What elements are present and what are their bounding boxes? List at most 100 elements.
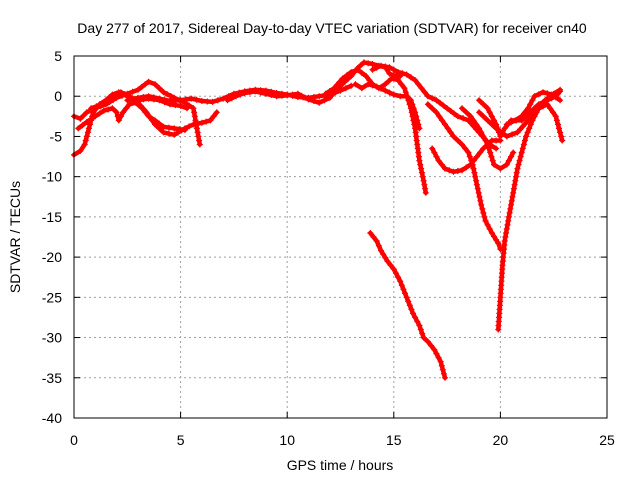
data-point-marker: [433, 97, 440, 104]
data-point-marker: [160, 89, 167, 96]
data-point-marker: [417, 161, 424, 168]
data-point-marker: [497, 133, 504, 140]
data-point-marker: [508, 153, 515, 160]
data-point-marker: [418, 165, 425, 172]
data-point-marker: [473, 121, 480, 128]
data-point-marker: [321, 97, 328, 104]
data-point-marker: [481, 213, 488, 220]
data-point-marker: [357, 62, 364, 69]
data-point-marker: [447, 108, 454, 114]
data-point-marker: [373, 238, 380, 244]
data-point-marker: [403, 294, 410, 301]
y-tick-label: 5: [54, 48, 62, 64]
data-point-marker: [164, 91, 171, 98]
data-point-marker: [504, 221, 511, 228]
data-point-marker: [82, 137, 89, 144]
grid: [74, 56, 607, 418]
data-point-marker: [507, 205, 514, 212]
data-point-marker: [415, 81, 422, 88]
data-point-marker: [511, 181, 518, 188]
data-point-marker: [509, 193, 516, 200]
x-tick-label: 0: [70, 432, 78, 448]
data-point-marker: [544, 90, 551, 97]
data-point-marker: [527, 101, 534, 108]
data-point-marker: [210, 113, 217, 120]
data-point-marker: [397, 93, 404, 100]
data-point-marker: [79, 122, 86, 129]
data-point-marker: [406, 302, 413, 309]
data-point-marker: [497, 165, 504, 172]
data-point-marker: [405, 298, 412, 305]
data-point-marker: [506, 209, 513, 216]
data-point-marker: [521, 109, 528, 116]
data-point-marker: [172, 97, 179, 104]
data-point-marker: [137, 102, 144, 109]
data-point-marker: [193, 125, 200, 132]
data-point-marker: [422, 185, 429, 192]
data-point-marker: [207, 117, 214, 124]
data-point-marker: [503, 230, 510, 236]
y-tick-label: -40: [42, 410, 62, 426]
data-point-marker: [521, 137, 528, 144]
data-point-marker: [194, 129, 201, 136]
data-point-marker: [358, 85, 365, 92]
data-point-marker: [499, 129, 506, 136]
data-point-marker: [539, 101, 545, 108]
data-point-marker: [420, 334, 427, 341]
data-point-marker: [333, 82, 340, 88]
data-point-marker: [395, 69, 402, 76]
data-point-marker: [422, 189, 429, 196]
data-point-marker: [502, 234, 509, 240]
data-point-marker: [257, 89, 264, 96]
data-point-marker: [182, 96, 189, 103]
data-point-marker: [194, 120, 201, 127]
data-point-marker: [466, 153, 473, 160]
data-point-marker: [407, 97, 414, 104]
data-point-marker: [413, 113, 420, 120]
data-point-marker: [120, 109, 126, 116]
data-point-marker: [268, 92, 275, 98]
data-point-marker: [473, 181, 480, 188]
data-point-marker: [470, 117, 477, 124]
data-point-marker: [486, 226, 493, 232]
data-point-marker: [471, 169, 478, 176]
data-point-marker: [322, 90, 329, 97]
data-point-marker: [135, 86, 141, 93]
data-point-marker: [520, 141, 527, 148]
data-point-marker: [447, 129, 454, 136]
data-point-marker: [547, 105, 554, 112]
data-point-marker: [85, 125, 92, 132]
data-point-marker: [429, 145, 436, 152]
data-point-marker: [451, 110, 458, 117]
data-point-marker: [503, 161, 510, 168]
data-point-marker: [98, 101, 105, 108]
data-point-marker: [557, 97, 564, 104]
data-point-marker: [459, 141, 465, 148]
data-point-marker: [378, 62, 384, 69]
data-point-marker: [209, 98, 216, 105]
data-point-marker: [88, 116, 95, 123]
data-point-marker: [196, 141, 203, 148]
data-point-marker: [433, 109, 440, 116]
data-point-marker: [81, 141, 88, 148]
data-point-marker: [552, 94, 559, 101]
data-point-marker: [408, 306, 415, 313]
data-point-marker: [171, 131, 178, 138]
data-point-marker: [124, 97, 131, 104]
data-point-marker: [415, 121, 422, 128]
data-point-marker: [348, 69, 355, 76]
data-point-marker: [150, 94, 157, 101]
data-point-marker: [358, 69, 365, 76]
data-point-marker: [400, 286, 407, 293]
data-point-marker: [142, 81, 149, 88]
data-point-marker: [550, 109, 556, 116]
y-tick-label: 0: [54, 88, 62, 104]
data-point-marker: [505, 217, 512, 224]
data-point-marker: [460, 115, 467, 122]
data-point-marker: [382, 81, 389, 88]
data-point-marker: [477, 149, 484, 156]
data-point-marker: [523, 133, 529, 140]
data-point-marker: [501, 125, 508, 132]
data-point-marker: [138, 84, 145, 91]
data-point-marker: [399, 70, 406, 77]
